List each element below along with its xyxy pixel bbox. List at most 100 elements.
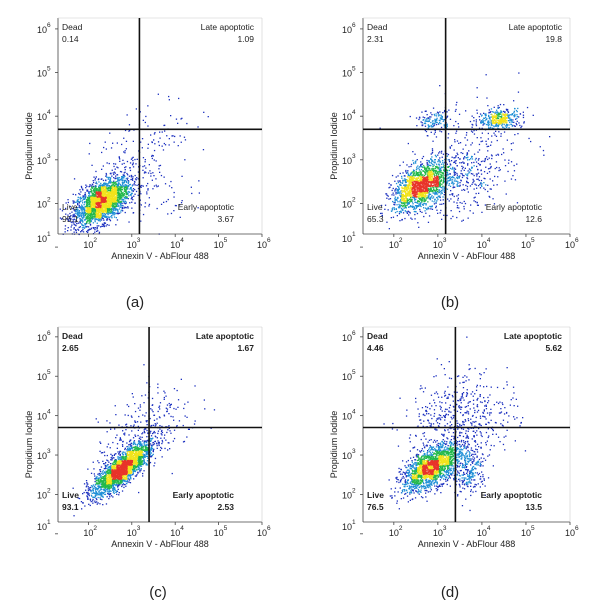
event-point [95, 208, 98, 210]
event-point [549, 136, 551, 138]
event-point [184, 139, 187, 141]
event-point [91, 218, 93, 221]
event-point [96, 216, 99, 218]
event-point [460, 179, 462, 181]
event-point [84, 219, 87, 221]
event-point [447, 166, 449, 168]
event-point [440, 209, 442, 212]
event-point [441, 156, 443, 158]
event-point [449, 167, 452, 170]
event-point [109, 196, 111, 198]
event-point [103, 211, 105, 214]
x-tick-exponent: 6 [267, 237, 271, 244]
event-point [94, 231, 96, 233]
event-point [429, 198, 432, 200]
event-point [429, 174, 431, 176]
event-point [106, 210, 108, 212]
event-point [479, 119, 481, 121]
event-point [508, 114, 510, 116]
event-point [123, 182, 125, 184]
event-point [93, 188, 95, 190]
event-point [456, 177, 458, 179]
event-point [94, 201, 96, 203]
event-point [79, 221, 81, 223]
event-point [508, 127, 510, 129]
event-point [98, 225, 100, 227]
event-point [432, 197, 434, 199]
event-point [387, 195, 389, 197]
event-point [94, 219, 96, 221]
event-point [82, 225, 85, 227]
event-point [441, 116, 443, 118]
event-point [491, 155, 493, 157]
event-point [490, 188, 492, 190]
event-point [123, 162, 125, 165]
event-point [67, 218, 69, 220]
event-point [119, 205, 121, 207]
event-point [102, 201, 104, 203]
event-point [131, 197, 133, 199]
event-point [457, 185, 459, 187]
event-point [426, 135, 428, 137]
event-point [426, 114, 428, 116]
event-point [451, 168, 453, 170]
event-point [76, 201, 78, 203]
event-point [75, 208, 77, 210]
event-point [93, 205, 95, 207]
event-point [99, 202, 101, 204]
event-point [495, 125, 497, 127]
event-point [124, 203, 127, 205]
event-point [108, 202, 110, 204]
event-point [473, 133, 476, 135]
event-point [489, 118, 491, 120]
event-point [451, 194, 454, 196]
event-point [104, 222, 107, 224]
event-point [506, 126, 508, 128]
event-point [415, 211, 417, 213]
event-point [498, 131, 500, 133]
event-point [485, 118, 487, 121]
event-point [95, 187, 97, 189]
event-point [121, 201, 123, 203]
event-point [119, 203, 122, 205]
event-point [449, 146, 451, 148]
event-point [472, 173, 474, 175]
event-point [443, 194, 445, 196]
event-point [483, 112, 485, 114]
event-point [110, 186, 112, 188]
event-point [96, 228, 98, 230]
event-point [394, 199, 396, 201]
event-point [202, 149, 205, 151]
event-point [131, 185, 133, 187]
event-point [95, 227, 97, 229]
event-point [86, 205, 88, 207]
event-point [109, 203, 111, 205]
event-point [429, 190, 431, 193]
event-point [99, 199, 101, 201]
event-point [395, 187, 397, 190]
event-point [105, 172, 107, 175]
event-point [97, 214, 100, 216]
event-point [124, 150, 126, 152]
event-point [121, 204, 123, 207]
event-point [471, 123, 473, 126]
event-point [410, 193, 412, 195]
event-point [442, 181, 445, 183]
event-point [160, 203, 163, 205]
event-point [433, 178, 435, 181]
event-point [454, 157, 456, 159]
event-point [507, 170, 509, 173]
event-point [88, 153, 90, 155]
event-point [132, 176, 134, 178]
event-point [462, 161, 464, 163]
event-point [474, 201, 477, 203]
event-point [73, 213, 75, 215]
event-point [91, 194, 93, 196]
event-point [65, 202, 67, 204]
event-point [519, 113, 522, 115]
event-point [87, 213, 89, 215]
event-point [133, 195, 135, 197]
event-point [442, 120, 444, 122]
event-point [447, 159, 449, 161]
event-point [504, 119, 507, 121]
